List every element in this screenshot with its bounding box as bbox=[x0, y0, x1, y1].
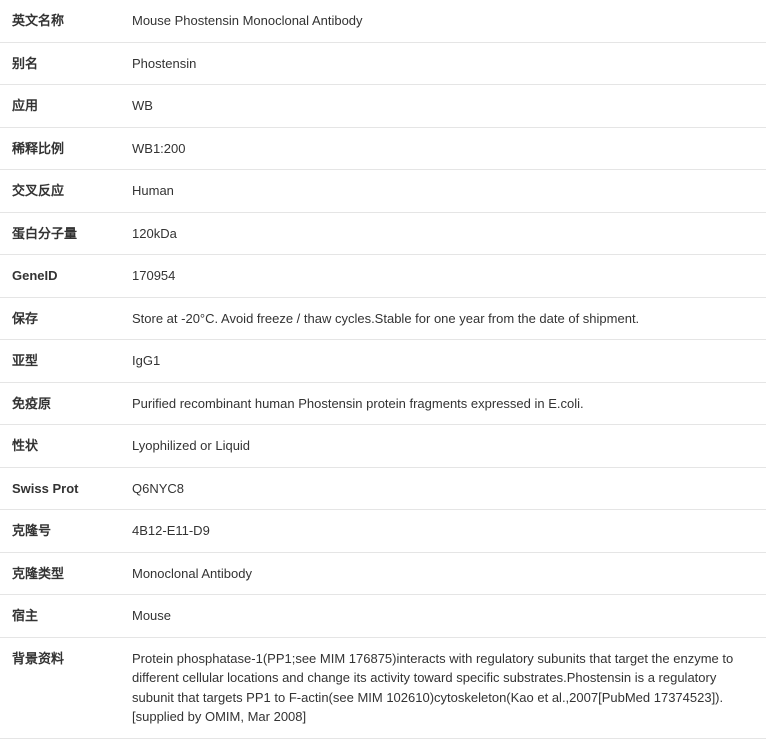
row-label: 英文名称 bbox=[0, 0, 120, 42]
table-row: 背景资料Protein phosphatase-1(PP1;see MIM 17… bbox=[0, 637, 766, 738]
table-row: Swiss ProtQ6NYC8 bbox=[0, 467, 766, 510]
row-label: 应用 bbox=[0, 85, 120, 128]
row-value: Q6NYC8 bbox=[120, 467, 766, 510]
row-label: 交叉反应 bbox=[0, 170, 120, 213]
table-row: 稀释比例WB1:200 bbox=[0, 127, 766, 170]
row-value: 120kDa bbox=[120, 212, 766, 255]
table-row: 性状Lyophilized or Liquid bbox=[0, 425, 766, 468]
row-label: 别名 bbox=[0, 42, 120, 85]
row-label: GeneID bbox=[0, 255, 120, 298]
row-value: WB1:200 bbox=[120, 127, 766, 170]
row-label: Swiss Prot bbox=[0, 467, 120, 510]
table-row: 别名Phostensin bbox=[0, 42, 766, 85]
row-label: 保存 bbox=[0, 297, 120, 340]
table-row: GeneID170954 bbox=[0, 255, 766, 298]
row-value: Mouse Phostensin Monoclonal Antibody bbox=[120, 0, 766, 42]
table-row: 蛋白分子量120kDa bbox=[0, 212, 766, 255]
spec-table: 英文名称Mouse Phostensin Monoclonal Antibody… bbox=[0, 0, 766, 739]
table-row: 保存Store at -20°C. Avoid freeze / thaw cy… bbox=[0, 297, 766, 340]
row-value: Lyophilized or Liquid bbox=[120, 425, 766, 468]
table-row: 交叉反应Human bbox=[0, 170, 766, 213]
row-value: Human bbox=[120, 170, 766, 213]
row-label: 克隆类型 bbox=[0, 552, 120, 595]
row-value: 170954 bbox=[120, 255, 766, 298]
spec-table-body: 英文名称Mouse Phostensin Monoclonal Antibody… bbox=[0, 0, 766, 738]
row-value: Monoclonal Antibody bbox=[120, 552, 766, 595]
row-value: Phostensin bbox=[120, 42, 766, 85]
row-label: 背景资料 bbox=[0, 637, 120, 738]
table-row: 应用WB bbox=[0, 85, 766, 128]
row-label: 蛋白分子量 bbox=[0, 212, 120, 255]
table-row: 亚型IgG1 bbox=[0, 340, 766, 383]
row-label: 稀释比例 bbox=[0, 127, 120, 170]
row-label: 免疫原 bbox=[0, 382, 120, 425]
row-value: 4B12-E11-D9 bbox=[120, 510, 766, 553]
row-value: Purified recombinant human Phostensin pr… bbox=[120, 382, 766, 425]
row-value: Protein phosphatase-1(PP1;see MIM 176875… bbox=[120, 637, 766, 738]
table-row: 免疫原Purified recombinant human Phostensin… bbox=[0, 382, 766, 425]
row-label: 亚型 bbox=[0, 340, 120, 383]
table-row: 克隆号4B12-E11-D9 bbox=[0, 510, 766, 553]
table-row: 克隆类型Monoclonal Antibody bbox=[0, 552, 766, 595]
row-value: WB bbox=[120, 85, 766, 128]
row-label: 克隆号 bbox=[0, 510, 120, 553]
table-row: 英文名称Mouse Phostensin Monoclonal Antibody bbox=[0, 0, 766, 42]
row-value: Store at -20°C. Avoid freeze / thaw cycl… bbox=[120, 297, 766, 340]
row-label: 性状 bbox=[0, 425, 120, 468]
row-value: IgG1 bbox=[120, 340, 766, 383]
